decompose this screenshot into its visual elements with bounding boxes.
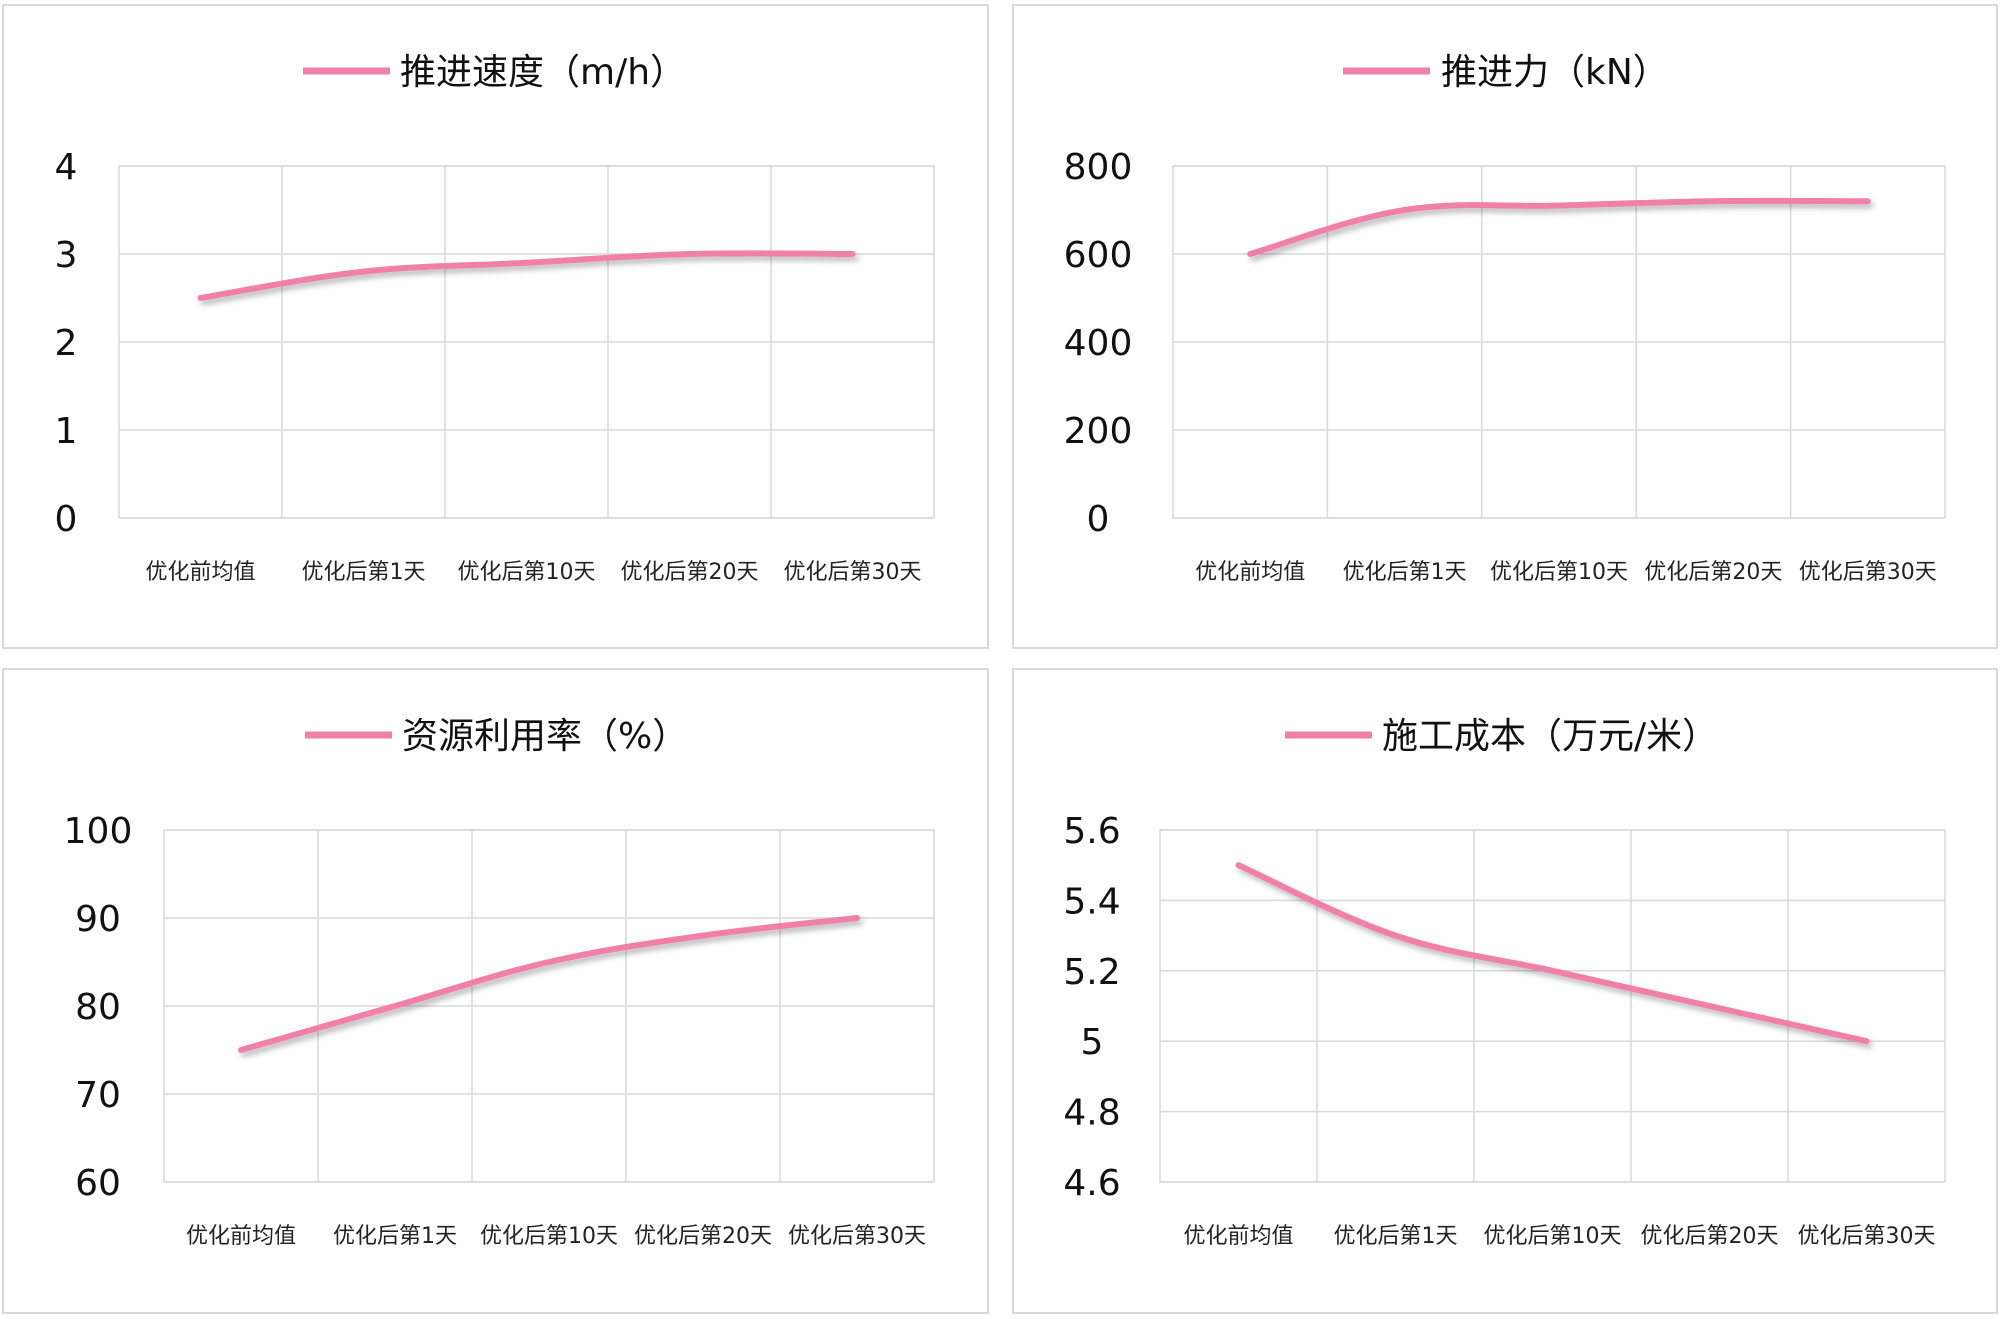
x-tick-label: 优化后第1天 <box>302 560 426 585</box>
y-tick-label: 4 <box>55 147 78 188</box>
y-tick-label: 3 <box>55 235 78 276</box>
data-point <box>1247 251 1253 257</box>
y-tick-label: 4.6 <box>1063 1163 1120 1204</box>
chart-thrust: 0 200 400 600 800 优化前均值 优化后第1天 优化后第10天 优化后第20天 优化… <box>1064 52 1946 585</box>
x-tick-label: 优化后第10天 <box>1484 1224 1622 1249</box>
x-tick-label: 优化后第20天 <box>1641 1224 1779 1249</box>
x-tick-label: 优化前均值 <box>145 560 255 585</box>
y-tick-label: 5.4 <box>1063 881 1120 922</box>
y-tick-label: 200 <box>1064 411 1133 452</box>
y-tick-label: 0 <box>55 499 78 540</box>
data-point <box>854 915 860 921</box>
y-tick-label: 2 <box>55 323 78 364</box>
y-tick-label: 100 <box>64 811 133 852</box>
x-tick-label: 优化后第20天 <box>634 1224 772 1249</box>
y-tick-label: 5.6 <box>1063 811 1120 852</box>
y-tick-label: 80 <box>75 987 121 1028</box>
chart-panel-thrust <box>1012 4 1998 649</box>
data-point <box>1556 203 1562 209</box>
y-tick-label: 90 <box>75 899 121 940</box>
data-point <box>238 1047 244 1053</box>
chart-title: 推进速度（m/h） <box>400 52 686 93</box>
x-tick-label: 优化后第1天 <box>1343 560 1467 585</box>
data-point <box>1236 862 1242 868</box>
data-point <box>1550 968 1556 974</box>
x-tick-label: 优化后第30天 <box>788 1224 926 1249</box>
data-point <box>1864 1038 1870 1044</box>
data-point <box>687 251 693 257</box>
y-tick-label: 1 <box>55 411 78 452</box>
data-point <box>1707 1003 1713 1009</box>
x-tick-label: 优化后第10天 <box>480 1224 618 1249</box>
x-tick-label: 优化后第20天 <box>1644 560 1782 585</box>
data-point <box>1393 933 1399 939</box>
y-tick-label: 4.8 <box>1063 1093 1120 1134</box>
x-tick-label: 优化后第10天 <box>458 560 596 585</box>
chart-panel-advance-speed <box>2 4 989 649</box>
x-tick-label: 优化后第30天 <box>784 560 922 585</box>
x-tick-label: 优化前均值 <box>1183 1224 1293 1249</box>
y-tick-label: 600 <box>1064 235 1133 276</box>
chart-construction-cost: 4.6 4.8 5 5.2 5.4 5.6 优化前均值 优化后第1天 优化后第10天 优化后第20… <box>1063 716 1946 1249</box>
x-tick-label: 优化后第30天 <box>1799 560 1937 585</box>
data-point <box>392 1003 398 1009</box>
series-line-thrust <box>1247 197 1871 257</box>
data-point <box>524 260 530 266</box>
y-tick-label: 400 <box>1064 323 1133 364</box>
x-tick-label: 优化后第10天 <box>1490 560 1628 585</box>
y-tick-label: 5.2 <box>1063 952 1120 993</box>
chart-title: 施工成本（万元/米） <box>1382 716 1718 757</box>
y-tick-label: 5 <box>1081 1022 1104 1063</box>
series-line-resource-utilization <box>238 915 860 1053</box>
chart-panel-resource-utilization <box>2 668 989 1314</box>
x-tick-label: 优化后第1天 <box>333 1224 457 1249</box>
series-line-advance-speed <box>197 250 856 301</box>
x-tick-label: 优化后第1天 <box>1334 1224 1458 1249</box>
data-point <box>850 251 856 257</box>
chart-panel-construction-cost <box>1012 668 1998 1314</box>
y-tick-label: 0 <box>1087 499 1110 540</box>
data-point <box>1865 198 1871 204</box>
data-point <box>700 933 706 939</box>
y-tick-label: 800 <box>1064 147 1133 188</box>
data-point <box>546 959 552 965</box>
x-tick-label: 优化前均值 <box>186 1224 296 1249</box>
data-point <box>1710 198 1716 204</box>
x-tick-label: 优化前均值 <box>1195 560 1305 585</box>
series-line-construction-cost <box>1235 862 1870 1045</box>
y-tick-label: 70 <box>75 1075 121 1116</box>
data-point <box>361 269 367 275</box>
chart-resource-utilization: 60 70 80 90 100 优化前均值 优化后第1天 优化后第10天 优化后第20天 优化后第… <box>64 716 935 1249</box>
chart-advance-speed: 0 1 2 3 4 优化前均值 优化后第1天 优化后第10天 优化后第20天 优化后第30天 推进速… <box>55 52 935 585</box>
chart-title: 推进力（kN） <box>1441 52 1669 93</box>
data-point <box>1402 207 1408 213</box>
y-tick-label: 60 <box>75 1163 121 1204</box>
x-tick-label: 优化后第20天 <box>621 560 759 585</box>
x-tick-label: 优化后第30天 <box>1798 1224 1936 1249</box>
chart-title: 资源利用率（%） <box>402 716 688 757</box>
data-point <box>198 295 204 301</box>
